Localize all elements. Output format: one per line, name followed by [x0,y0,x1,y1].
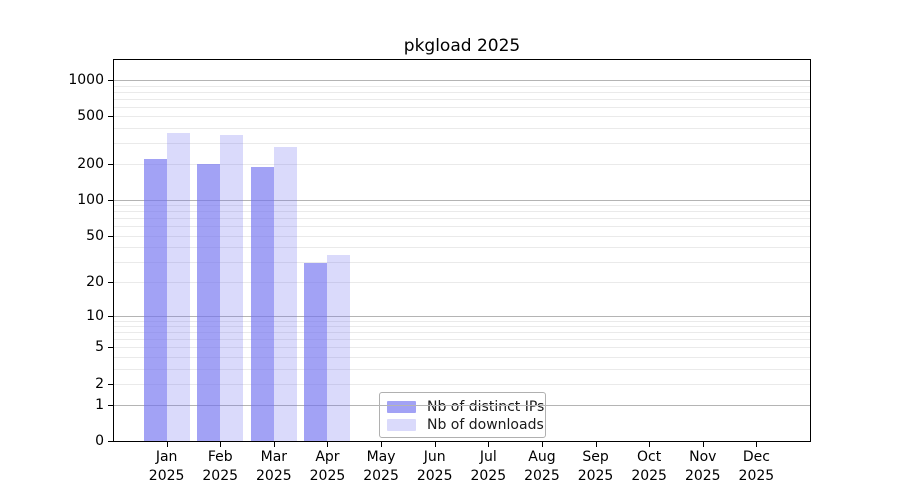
x-tick-label-jun: Jun 2025 [416,449,453,484]
gridline-y-3 [114,368,810,370]
y-tick-label-20: 20 [86,273,104,290]
x-tick-mark-jul [488,442,490,447]
bar-downloads-apr [327,255,351,441]
bar-downloads-feb [220,134,244,441]
bar-distinct-ips-apr [304,263,328,441]
gridline-y-4 [114,356,810,358]
gridline-y-70 [114,218,810,220]
y-tick-label-5: 5 [95,339,104,356]
legend-item-downloads: Nb of downloads [387,416,544,433]
bar-downloads-jan [166,133,190,441]
legend-item-distinct-ips: Nb of distinct IPs [387,398,544,415]
x-tick-mark-aug [541,442,543,447]
gridline-y-6 [114,339,810,341]
gridline-y-20 [114,281,810,283]
x-tick-label-dec: Dec 2025 [738,449,775,484]
gridline-y-1000 [114,80,810,82]
x-tick-mark-feb [220,442,222,447]
x-tick-label-jan: Jan 2025 [148,449,185,484]
gridline-y-7 [114,332,810,334]
gridline-y-90 [114,205,810,207]
gridline-y-300 [114,142,810,144]
x-tick-mark-may [381,442,383,447]
bar-distinct-ips-jan [143,159,167,441]
gridline-y-8 [114,326,810,328]
y-tick-label-1: 1 [95,396,104,413]
gridline-y-400 [114,127,810,129]
x-tick-mark-mar [273,442,275,447]
x-tick-label-jul: Jul 2025 [470,449,507,484]
gridline-y-2 [114,383,810,385]
gridline-y-30 [114,261,810,263]
y-tick-label-1000: 1000 [68,72,104,89]
legend: Nb of distinct IPs Nb of downloads [379,392,546,438]
y-tick-label-500: 500 [77,108,104,125]
y-tick-label-0: 0 [95,433,104,449]
x-tick-label-may: May 2025 [363,449,399,484]
gridline-y-500 [114,116,810,118]
y-tick-label-10: 10 [86,307,104,324]
gridline-y-200 [114,164,810,165]
gridline-y-50 [114,235,810,237]
legend-label-distinct-ips: Nb of distinct IPs [427,398,545,415]
y-tick-label-100: 100 [77,191,104,208]
gridline-y-10 [114,315,810,317]
legend-swatch-downloads [387,418,416,431]
x-tick-mark-apr [327,442,329,447]
x-tick-label-apr: Apr 2025 [309,449,346,484]
gridline-y-60 [114,226,810,228]
x-tick-label-oct: Oct 2025 [631,449,667,484]
x-tick-mark-nov [702,442,704,447]
chart-title: pkgload 2025 [403,36,521,56]
x-tick-label-nov: Nov 2025 [684,449,721,484]
gridline-y-600 [114,106,810,108]
x-tick-label-feb: Feb 2025 [202,449,239,484]
x-tick-mark-jun [434,442,436,447]
x-tick-mark-jan [166,442,168,447]
bar-distinct-ips-feb [197,164,221,441]
gridline-y-900 [114,85,810,87]
legend-label-downloads: Nb of downloads [427,416,544,433]
y-tick-label-2: 2 [95,375,104,392]
legend-swatch-distinct-ips [387,400,416,413]
gridline-y-80 [114,211,810,213]
y-tick-label-200: 200 [77,156,104,172]
bar-distinct-ips-mar [250,166,274,441]
gridline-y-5 [114,347,810,349]
x-tick-label-sep: Sep 2025 [577,449,614,484]
x-tick-label-mar: Mar 2025 [256,449,292,484]
y-tick-label-50: 50 [86,227,104,244]
x-tick-mark-dec [756,442,758,447]
bar-downloads-mar [273,146,297,441]
gridline-y-800 [114,91,810,93]
x-tick-label-aug: Aug 2025 [524,449,560,484]
gridline-y-100 [114,199,810,201]
gridline-y-9 [114,320,810,322]
plot-area: Nb of distinct IPs Nb of downloads [113,59,811,442]
gridline-y-40 [114,247,810,249]
gridline-y-700 [114,98,810,100]
x-tick-mark-sep [595,442,597,447]
gridline-y-1 [114,404,810,406]
x-tick-mark-oct [649,442,651,447]
